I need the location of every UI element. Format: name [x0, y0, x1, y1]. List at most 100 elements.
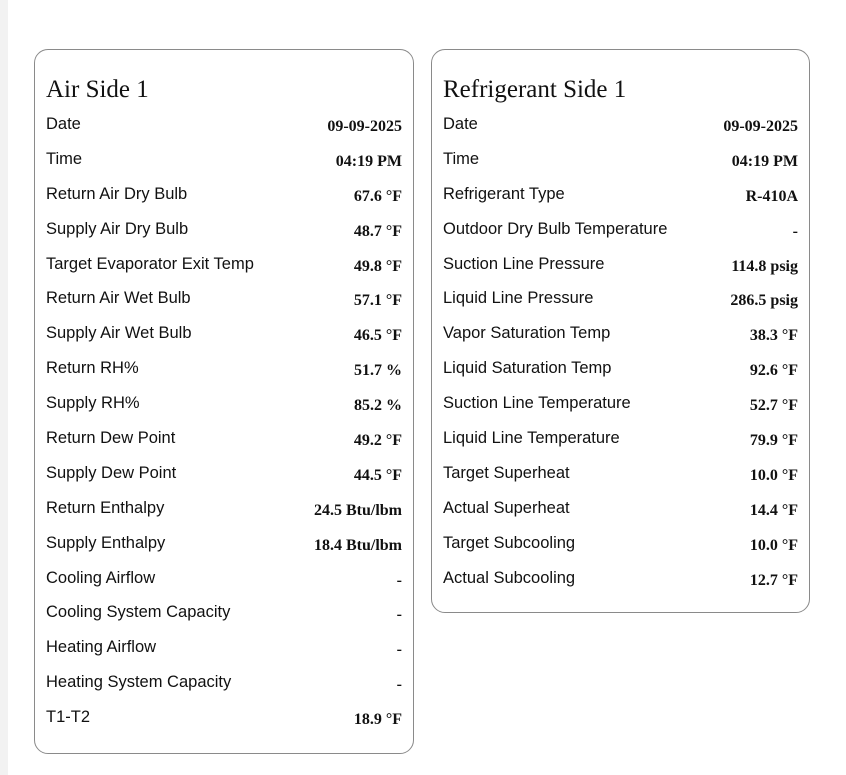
row-value: 04:19 PM	[731, 152, 798, 170]
row-label: Supply Dew Point	[46, 463, 177, 482]
air-side-title: Air Side 1	[46, 76, 149, 103]
refrigerant-side-card: Refrigerant Side 1 Date 09-09-2025 Time 04:…	[431, 49, 810, 613]
row-value: 09-09-2025	[723, 118, 798, 135]
row-value: -	[792, 222, 798, 240]
data-row: Heating System Capacity -	[35, 670, 413, 705]
data-row: Supply Air Wet Bulb 46.5 °F	[35, 321, 413, 356]
data-row: Vapor Saturation Temp 38.3 °F	[432, 321, 809, 356]
row-label: Cooling Airflow	[46, 568, 156, 587]
row-value: 14.4 °F	[749, 501, 798, 519]
data-row: Return Air Wet Bulb 57.1 °F	[35, 286, 413, 321]
data-row: T1-T2 18.9 °F	[35, 705, 413, 740]
row-value: 12.7 °F	[749, 571, 798, 589]
row-label: Time	[46, 149, 83, 168]
air-side-rows: Date 09-09-2025 Time 04:19 PM Return Air Dry…	[35, 112, 413, 740]
row-value: 79.9 °F	[749, 432, 798, 450]
row-label: Liquid Line Pressure	[443, 289, 594, 308]
row-value: 48.7 °F	[353, 222, 402, 240]
row-value: 52.7 °F	[749, 397, 798, 415]
left-edge-bar	[0, 0, 8, 775]
row-value: 286.5 psig	[730, 292, 798, 310]
row-label: Suction Line Temperature	[443, 394, 631, 413]
data-row: Target Evaporator Exit Temp 49.8 °F	[35, 252, 413, 287]
row-value: 10.0 °F	[749, 466, 798, 484]
data-row: Time 04:19 PM	[432, 147, 809, 182]
data-row: Date 09-09-2025	[35, 112, 413, 147]
air-side-card: Air Side 1 Date 09-09-2025 Time 04:19 PM Ret…	[34, 49, 414, 754]
row-label: Date	[443, 115, 478, 133]
row-label: Time	[443, 149, 480, 168]
data-row: Supply Enthalpy 18.4 Btu/lbm	[35, 531, 413, 566]
data-row: Cooling Airflow -	[35, 566, 413, 601]
row-label: Return Air Wet Bulb	[46, 289, 191, 308]
row-label: Heating System Capacity	[46, 673, 232, 692]
row-label: Return Air Dry Bulb	[46, 184, 188, 203]
data-row: Liquid Saturation Temp 92.6 °F	[432, 356, 809, 391]
data-row: Heating Airflow -	[35, 635, 413, 670]
row-value: 51.7 %	[354, 362, 402, 380]
row-value: 92.6 °F	[749, 362, 798, 380]
data-row: Refrigerant Type R-410A	[432, 182, 809, 217]
row-value: 46.5 °F	[353, 327, 402, 345]
data-row: Return Enthalpy 24.5 Btu/lbm	[35, 496, 413, 531]
row-label: Heating Airflow	[46, 638, 157, 657]
row-label: Date	[46, 115, 81, 133]
row-value: -	[396, 676, 402, 694]
row-value: 67.6 °F	[353, 187, 402, 205]
row-value: 44.5 °F	[353, 466, 402, 484]
row-value: 38.3 °F	[749, 327, 798, 345]
data-row: Actual Superheat 14.4 °F	[432, 496, 809, 531]
row-value: 85.2 %	[354, 397, 402, 415]
row-label: Suction Line Pressure	[443, 254, 605, 273]
data-row: Return Dew Point 49.2 °F	[35, 426, 413, 461]
row-value: 09-09-2025	[327, 118, 402, 135]
row-label: Supply Air Dry Bulb	[46, 219, 189, 238]
data-row: Liquid Line Pressure 286.5 psig	[432, 286, 809, 321]
data-row: Time 04:19 PM	[35, 147, 413, 182]
row-value: 49.2 °F	[353, 432, 402, 450]
row-value: -	[396, 641, 402, 659]
row-label: Target Superheat	[443, 463, 570, 482]
row-label: Vapor Saturation Temp	[443, 324, 611, 343]
data-row: Target Superheat 10.0 °F	[432, 461, 809, 496]
data-row: Supply RH% 85.2 %	[35, 391, 413, 426]
row-label: Supply Air Wet Bulb	[46, 324, 192, 343]
data-row: Return Air Dry Bulb 67.6 °F	[35, 182, 413, 217]
row-label: Actual Subcooling	[443, 568, 576, 587]
row-value: 24.5 Btu/lbm	[313, 501, 402, 519]
data-row: Supply Air Dry Bulb 48.7 °F	[35, 217, 413, 252]
refrigerant-side-title: Refrigerant Side 1	[443, 76, 627, 103]
row-value: -	[396, 606, 402, 624]
row-value: 10.0 °F	[749, 536, 798, 554]
row-label: Actual Superheat	[443, 498, 570, 517]
row-label: Liquid Saturation Temp	[443, 359, 612, 378]
row-label: T1-T2	[46, 708, 91, 727]
data-row: Liquid Line Temperature 79.9 °F	[432, 426, 809, 461]
row-value: 114.8 psig	[731, 257, 798, 275]
row-label: Supply Enthalpy	[46, 533, 166, 552]
row-label: Outdoor Dry Bulb Temperature	[443, 219, 668, 238]
row-label: Cooling System Capacity	[46, 603, 231, 622]
row-value: 57.1 °F	[353, 292, 402, 310]
row-value: -	[396, 571, 402, 589]
data-row: Supply Dew Point 44.5 °F	[35, 461, 413, 496]
row-value: 49.8 °F	[353, 257, 402, 275]
row-value: 18.4 Btu/lbm	[313, 536, 402, 554]
row-label: Return RH%	[46, 359, 139, 378]
data-row: Outdoor Dry Bulb Temperature -	[432, 217, 809, 252]
row-label: Supply RH%	[46, 394, 140, 413]
row-label: Target Subcooling	[443, 533, 576, 552]
row-value: R-410A	[745, 187, 798, 205]
data-row: Actual Subcooling 12.7 °F	[432, 566, 809, 601]
row-label: Refrigerant Type	[443, 184, 565, 203]
data-row: Suction Line Pressure 114.8 psig	[432, 252, 809, 287]
row-label: Liquid Line Temperature	[443, 429, 620, 448]
data-row: Target Subcooling 10.0 °F	[432, 531, 809, 566]
row-label: Return Dew Point	[46, 429, 176, 448]
row-value: 18.9 °F	[353, 711, 402, 729]
data-row: Suction Line Temperature 52.7 °F	[432, 391, 809, 426]
data-row: Cooling System Capacity -	[35, 600, 413, 635]
refrigerant-side-rows: Date 09-09-2025 Time 04:19 PM Refrigerant Ty…	[432, 112, 809, 600]
row-label: Return Enthalpy	[46, 498, 165, 517]
data-row: Date 09-09-2025	[432, 112, 809, 147]
